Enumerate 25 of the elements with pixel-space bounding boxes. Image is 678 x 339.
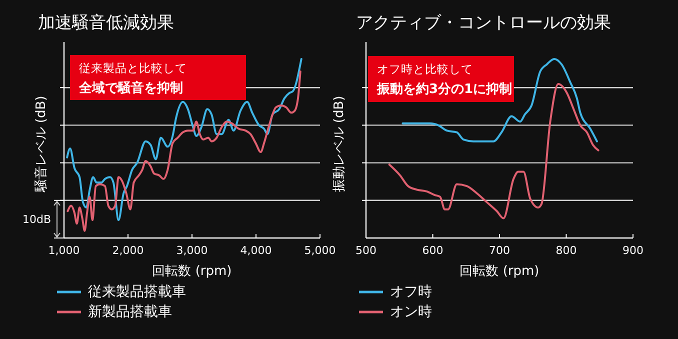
x-tick-label: 600 — [422, 244, 444, 257]
x-tick-label: 700 — [489, 244, 510, 257]
x-tick-label: 800 — [556, 244, 577, 257]
y-axis-title: 騒音レベル (dB) — [34, 96, 49, 194]
text: 10dB — [22, 213, 51, 226]
x-tick-label: 4,000 — [240, 244, 272, 257]
annotation: 振動を約3分の1に抑制 — [376, 82, 512, 97]
chart-title: アクティブ・コントロールの効果 — [356, 13, 611, 33]
legend-label: オフ時 — [390, 284, 432, 300]
chart-title: 加速騒音低減効果 — [38, 13, 174, 33]
legend-label: 従来製品搭載車 — [88, 284, 186, 300]
y-axis-title: 振動レベル (dB) — [332, 96, 347, 192]
x-axis-title: 回転数 (rpm) — [152, 264, 232, 279]
annotation: 従来製品と比較して — [79, 61, 187, 75]
x-tick-label: 1,000 — [48, 244, 80, 257]
x-tick-label: 3,000 — [176, 244, 208, 257]
x-axis-title: 回転数 (rpm) — [460, 264, 540, 279]
annotation: 全域で騒音を抑制 — [78, 80, 183, 96]
annotation: オフ時と比較して — [377, 62, 473, 76]
legend-label: オン時 — [390, 304, 432, 320]
x-tick-label: 500 — [356, 244, 376, 257]
x-tick-label: 2,000 — [112, 244, 144, 257]
x-tick-label: 5,000 — [304, 244, 336, 257]
x-tick-label: 900 — [622, 244, 644, 257]
legend-label: 新製品搭載車 — [88, 304, 172, 320]
